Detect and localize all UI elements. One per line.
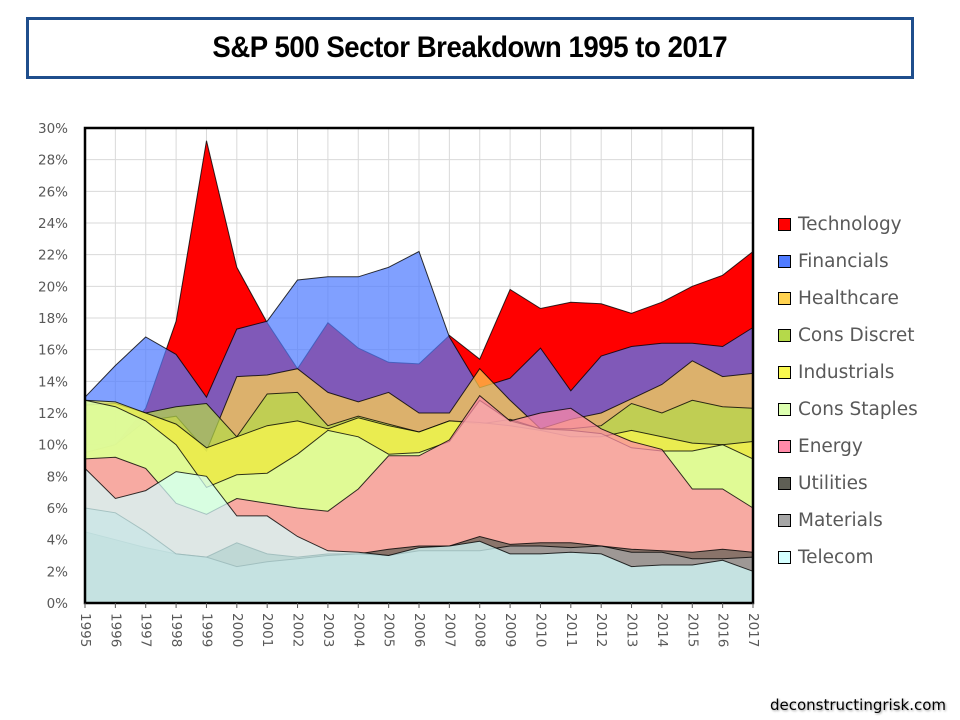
y-tick-label: 20%	[38, 279, 68, 295]
x-tick-label: 1996	[107, 613, 123, 647]
axes	[83, 126, 755, 608]
legend-swatch	[778, 218, 791, 231]
y-tick-label: 28%	[38, 153, 68, 169]
y-tick-label: 24%	[38, 216, 68, 232]
legend-label: Materials	[798, 510, 883, 531]
legend-item-telecom: Telecom	[778, 539, 918, 576]
x-tick-label: 1998	[168, 613, 184, 647]
x-tick-label: 1997	[138, 613, 154, 647]
legend-item-financials: Financials	[778, 243, 918, 280]
legend-swatch	[778, 440, 791, 453]
legend-label: Energy	[798, 436, 863, 457]
legend-item-technology: Technology	[778, 206, 918, 243]
y-tick-label: 18%	[38, 311, 68, 327]
x-tick-label: 2004	[350, 613, 366, 647]
legend-swatch	[778, 477, 791, 490]
title-box: S&P 500 Sector Breakdown 1995 to 2017	[26, 17, 914, 79]
x-tick-label: 1995	[77, 613, 93, 647]
y-tick-label: 12%	[38, 406, 68, 422]
line-financials	[84, 250, 754, 399]
legend-label: Utilities	[798, 473, 868, 494]
legend-label: Cons Discret	[798, 325, 915, 346]
x-tick-label: 2015	[684, 613, 700, 647]
x-tick-label: 2008	[472, 613, 488, 647]
legend-label: Cons Staples	[798, 399, 918, 420]
y-axis-ticks: 0% 2% 4% 6% 8% 10% 12% 14% 16% 18% 20% 22% 24% 26% 28%…	[38, 121, 68, 612]
x-tick-label: 2002	[290, 613, 306, 647]
legend-swatch	[778, 403, 791, 416]
x-tick-label: 2011	[563, 613, 579, 647]
x-tick-label: 2000	[229, 613, 245, 647]
x-tick-label: 2001	[259, 613, 275, 647]
x-tick-label: 2009	[502, 613, 518, 647]
y-tick-label: 22%	[38, 248, 68, 264]
area-series	[84, 140, 754, 603]
legend-item-energy: Energy	[778, 428, 918, 465]
y-tick-label: 4%	[47, 533, 69, 549]
x-tick-label: 2005	[381, 613, 397, 647]
x-tick-label: 2007	[441, 613, 457, 647]
chart-title: S&P 500 Sector Breakdown 1995 to 2017	[212, 31, 728, 64]
legend-swatch	[778, 551, 791, 564]
x-tick-label: 2010	[532, 613, 548, 647]
legend-item-materials: Materials	[778, 502, 918, 539]
area-telecom	[85, 468, 753, 603]
legend-swatch	[778, 255, 791, 268]
legend-label: Industrials	[798, 362, 895, 383]
legend-item-cons-staples: Cons Staples	[778, 391, 918, 428]
x-tick-label: 2012	[593, 613, 609, 647]
legend: Technology Financials Healthcare Cons Discr…	[778, 206, 918, 576]
legend-item-industrials: Industrials	[778, 354, 918, 391]
line-industrials	[84, 399, 754, 449]
x-tick-label: 2003	[320, 613, 336, 647]
y-tick-label: 14%	[38, 374, 68, 390]
x-tick-label: 2013	[624, 613, 640, 647]
legend-item-utilities: Utilities	[778, 465, 918, 502]
legend-label: Financials	[798, 251, 889, 272]
legend-swatch	[778, 514, 791, 527]
legend-item-cons-discret: Cons Discret	[778, 317, 918, 354]
x-tick-label: 2017	[745, 613, 761, 647]
legend-swatch	[778, 366, 791, 379]
legend-label: Healthcare	[798, 288, 899, 309]
legend-label: Technology	[798, 214, 902, 235]
y-tick-label: 30%	[38, 121, 68, 137]
x-tick-label: 2014	[654, 613, 670, 647]
line-telecom	[84, 468, 754, 572]
y-tick-label: 16%	[38, 343, 68, 359]
y-tick-label: 2%	[47, 564, 69, 580]
legend-item-healthcare: Healthcare	[778, 280, 918, 317]
x-tick-label: 2006	[411, 613, 427, 647]
y-tick-label: 6%	[47, 501, 69, 517]
credit-text: deconstructingrisk.com	[769, 696, 946, 714]
x-axis-ticks: 1995 1996 1997 1998 1999 2000 2001 2002 2003 2004…	[77, 613, 761, 647]
legend-swatch	[778, 292, 791, 305]
y-tick-label: 8%	[47, 469, 69, 485]
legend-swatch	[778, 329, 791, 342]
y-tick-label: 0%	[47, 596, 69, 612]
y-tick-label: 26%	[38, 184, 68, 200]
x-tick-label: 2016	[715, 613, 731, 647]
y-tick-label: 10%	[38, 438, 68, 454]
x-tick-label: 1999	[198, 613, 214, 647]
legend-label: Telecom	[798, 547, 874, 568]
